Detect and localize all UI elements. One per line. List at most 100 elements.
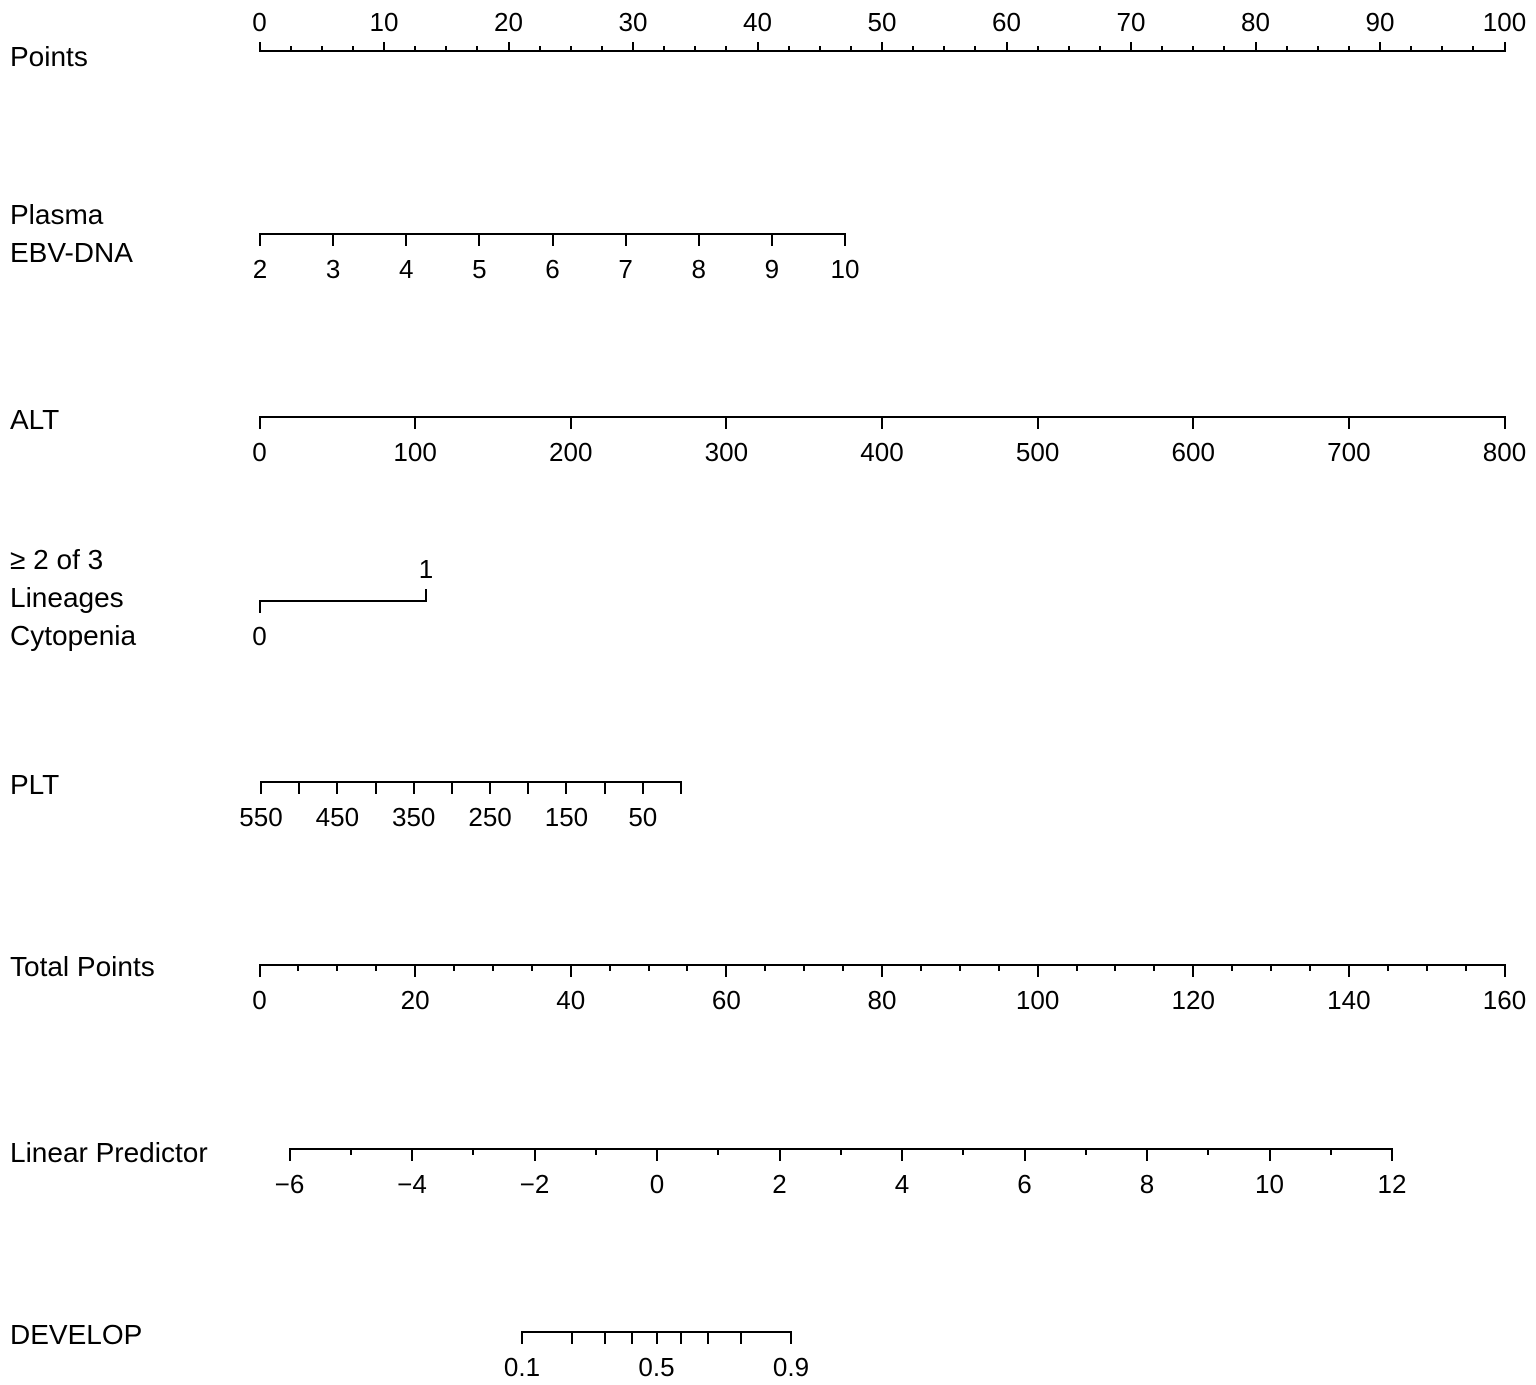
tick-label: 160: [1482, 985, 1527, 1015]
tick: [725, 964, 728, 977]
tick: [997, 964, 1000, 971]
tick: [608, 964, 611, 971]
tick-label: 6: [545, 254, 560, 284]
axis-name-develop: DEVELOP: [10, 1316, 142, 1354]
axis-name-line: Lineages: [10, 582, 124, 613]
tick-label: 9: [764, 254, 780, 284]
tick-label: 0.1: [503, 1352, 541, 1382]
tick-label: 30: [618, 7, 648, 37]
tick: [1308, 964, 1311, 971]
tick-label: 100: [393, 437, 437, 467]
tick: [1005, 42, 1008, 52]
tick: [414, 46, 417, 52]
tick: [962, 1148, 965, 1155]
axis-name-line: Cytopenia: [10, 620, 137, 651]
tick: [1347, 964, 1350, 977]
tick: [1329, 1148, 1332, 1155]
tick: [336, 964, 339, 971]
tick: [1254, 42, 1257, 52]
tick: [680, 781, 682, 794]
tick-label: 6: [1017, 1169, 1032, 1199]
tick: [1347, 46, 1350, 52]
tick: [641, 781, 644, 794]
tick: [1503, 42, 1506, 52]
tick-label: 0: [252, 985, 267, 1015]
tick: [453, 964, 456, 971]
tick: [1036, 964, 1039, 977]
tick-label: 350: [392, 802, 436, 832]
tick: [298, 781, 301, 794]
tick-label: 10: [1255, 1169, 1284, 1199]
tick: [624, 233, 627, 246]
tick: [1146, 1148, 1148, 1161]
tick: [450, 781, 453, 794]
tick: [1036, 46, 1039, 52]
tick: [320, 46, 323, 52]
tick-label: 10: [830, 254, 860, 284]
tick: [790, 1331, 792, 1344]
tick-label: 0: [252, 437, 267, 467]
tick-label: 300: [704, 437, 749, 467]
tick: [647, 964, 650, 971]
tick: [1472, 46, 1475, 52]
tick-label: 60: [711, 985, 741, 1015]
tick: [839, 1148, 842, 1155]
tick: [414, 964, 417, 977]
tick: [901, 1148, 903, 1161]
tick-label: 8: [691, 254, 706, 284]
tick: [630, 1331, 633, 1344]
tick: [472, 1148, 475, 1155]
tick: [707, 1331, 710, 1344]
tick: [974, 46, 977, 52]
tick: [570, 1331, 573, 1344]
axis-name-plasma-ebv-dna: Plasma EBV-DNA: [10, 196, 133, 272]
axis-name-points: Points: [10, 38, 88, 76]
tick-label: 0.5: [638, 1352, 675, 1382]
tick: [375, 964, 378, 971]
tick: [1410, 46, 1413, 52]
axis-name-line: ≥ 2 of 3: [10, 544, 104, 575]
tick: [603, 1331, 606, 1344]
tick: [603, 781, 606, 794]
axis-name-line: DEVELOP: [10, 1319, 143, 1350]
tick: [1192, 416, 1195, 429]
tick: [1114, 964, 1117, 971]
tick: [1067, 46, 1070, 52]
tick: [259, 233, 261, 246]
tick: [405, 233, 408, 246]
tick: [336, 781, 339, 794]
tick: [1270, 964, 1273, 971]
tick: [1153, 964, 1156, 971]
tick: [521, 1331, 523, 1344]
axis-name-line: Total Points: [10, 951, 155, 982]
tick-label: 0: [252, 621, 267, 651]
axis-line-plt: [261, 781, 681, 783]
tick-label: 4: [399, 254, 414, 284]
axis-name-line: EBV-DNA: [10, 237, 133, 268]
tick: [332, 233, 335, 246]
tick: [533, 1148, 536, 1161]
tick-label: 200: [549, 437, 593, 467]
axis-name-line: Linear Predictor: [10, 1137, 208, 1168]
tick: [787, 46, 790, 52]
axis-name-line: Points: [10, 41, 88, 72]
tick: [258, 42, 261, 52]
tick: [569, 416, 572, 429]
tick-label: −4: [397, 1169, 427, 1199]
tick: [1084, 1148, 1087, 1155]
tick-label: 40: [556, 985, 586, 1015]
tick: [943, 46, 946, 52]
tick: [694, 46, 697, 52]
tick: [1464, 964, 1467, 971]
tick-label: 50: [867, 7, 897, 37]
tick: [1316, 46, 1319, 52]
tick: [258, 964, 261, 977]
tick: [756, 42, 759, 52]
tick: [881, 416, 883, 429]
tick: [411, 1148, 413, 1161]
tick-label: 700: [1327, 437, 1371, 467]
tick: [844, 233, 846, 246]
tick: [680, 1331, 683, 1344]
tick-label: 12: [1377, 1169, 1407, 1199]
